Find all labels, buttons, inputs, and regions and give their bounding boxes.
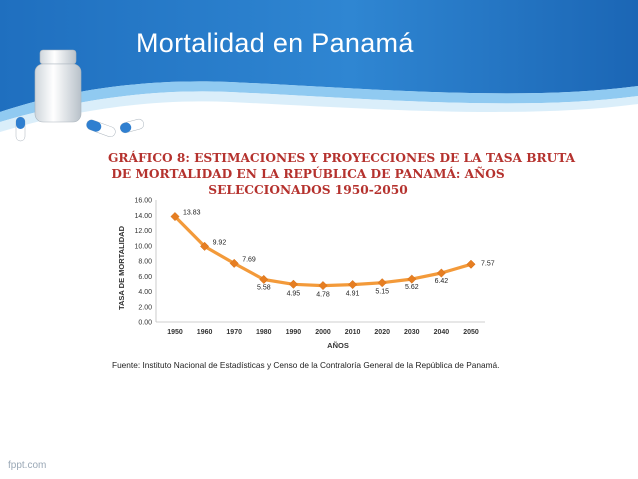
data-label: 4.78	[316, 292, 330, 299]
chart-axes	[155, 200, 485, 323]
data-label: 5.62	[405, 284, 419, 291]
data-label: 7.69	[242, 256, 256, 263]
x-tick-label: 1960	[197, 329, 213, 336]
data-label: 9.92	[213, 239, 227, 246]
y-axis-label: TASA DE MORTALIDAD	[117, 225, 126, 310]
data-label: 5.15	[375, 289, 389, 296]
data-label: 5.58	[257, 284, 271, 291]
y-tick-label: 0.00	[138, 320, 152, 327]
slide-title: Mortalidad en Panamá	[136, 28, 414, 58]
x-tick-label: 2000	[315, 329, 331, 336]
capsule-icon	[15, 116, 26, 142]
data-point-marker	[170, 211, 180, 222]
x-tick-label: 1970	[226, 329, 242, 336]
series-line	[173, 215, 472, 288]
mortality-line-chart: 0.00 2.00 4.00 6.00 8.00 10.00 12.00 14.00 16.00…	[117, 198, 495, 351]
y-tick-label: 4.00	[138, 289, 152, 296]
data-point-marker	[466, 259, 476, 269]
y-tick-label: 8.00	[138, 259, 152, 266]
series-markers	[170, 211, 476, 291]
x-tick-label: 2050	[463, 329, 479, 336]
y-tick-label: 6.00	[138, 274, 152, 281]
data-point-marker	[259, 274, 269, 285]
data-point-marker	[200, 241, 210, 251]
x-tick-label: 2030	[404, 329, 420, 336]
x-tick-label: 1950	[167, 329, 183, 336]
x-tick-label: 1980	[256, 329, 272, 336]
x-tick-label: 2010	[345, 329, 361, 336]
data-point-marker	[407, 274, 417, 284]
data-point-marker	[318, 280, 328, 291]
y-tick-label: 2.00	[138, 304, 152, 311]
chart-title-line: SELECCIONADOS 1950-2050	[208, 183, 408, 197]
source-note: Fuente: Instituto Nacional de Estadístic…	[112, 360, 500, 370]
footer-text: fppt.com	[8, 460, 47, 471]
x-tick-label: 1990	[286, 329, 302, 336]
y-tick-labels: 0.00 2.00 4.00 6.00 8.00 10.00 12.00 14.00 16.00	[134, 198, 152, 327]
y-tick-label: 12.00	[134, 228, 152, 235]
data-point-marker	[288, 279, 298, 289]
data-point-marker	[348, 280, 358, 290]
x-tick-label: 2020	[374, 329, 390, 336]
chart-title-line: DE MORTALIDAD EN LA REPÚBLICA DE PANAMÁ:…	[111, 167, 505, 181]
chart-title: GRÁFICO 8: ESTIMACIONES Y PROYECCIONES D…	[108, 150, 576, 198]
chart-title-line: GRÁFICO 8: ESTIMACIONES Y PROYECCIONES D…	[108, 151, 576, 165]
data-labels: 13.83 9.92 7.69 5.58 4.95 4.78 4.91 5.15 5.62 6.4…	[183, 210, 495, 299]
x-tick-label: 2040	[434, 329, 450, 336]
data-label: 13.83	[183, 210, 201, 217]
y-tick-label: 14.00	[134, 213, 152, 220]
x-tick-labels: 1950 1960 1970 1980 1990 2000 2010 2020 2030 2040…	[167, 329, 479, 336]
data-point-marker	[436, 268, 446, 278]
data-label: 7.57	[481, 260, 495, 267]
data-label: 6.42	[435, 278, 449, 285]
data-label: 4.91	[346, 291, 360, 298]
data-point-marker	[229, 258, 239, 268]
y-tick-label: 16.00	[134, 198, 152, 205]
pill-bottle-icon	[15, 49, 145, 142]
x-axis-label: AÑOS	[327, 341, 349, 350]
y-tick-label: 10.00	[134, 243, 152, 250]
data-label: 4.95	[287, 290, 301, 297]
data-point-marker	[377, 278, 387, 288]
header-background	[0, 0, 638, 132]
series-line-path	[173, 215, 472, 288]
